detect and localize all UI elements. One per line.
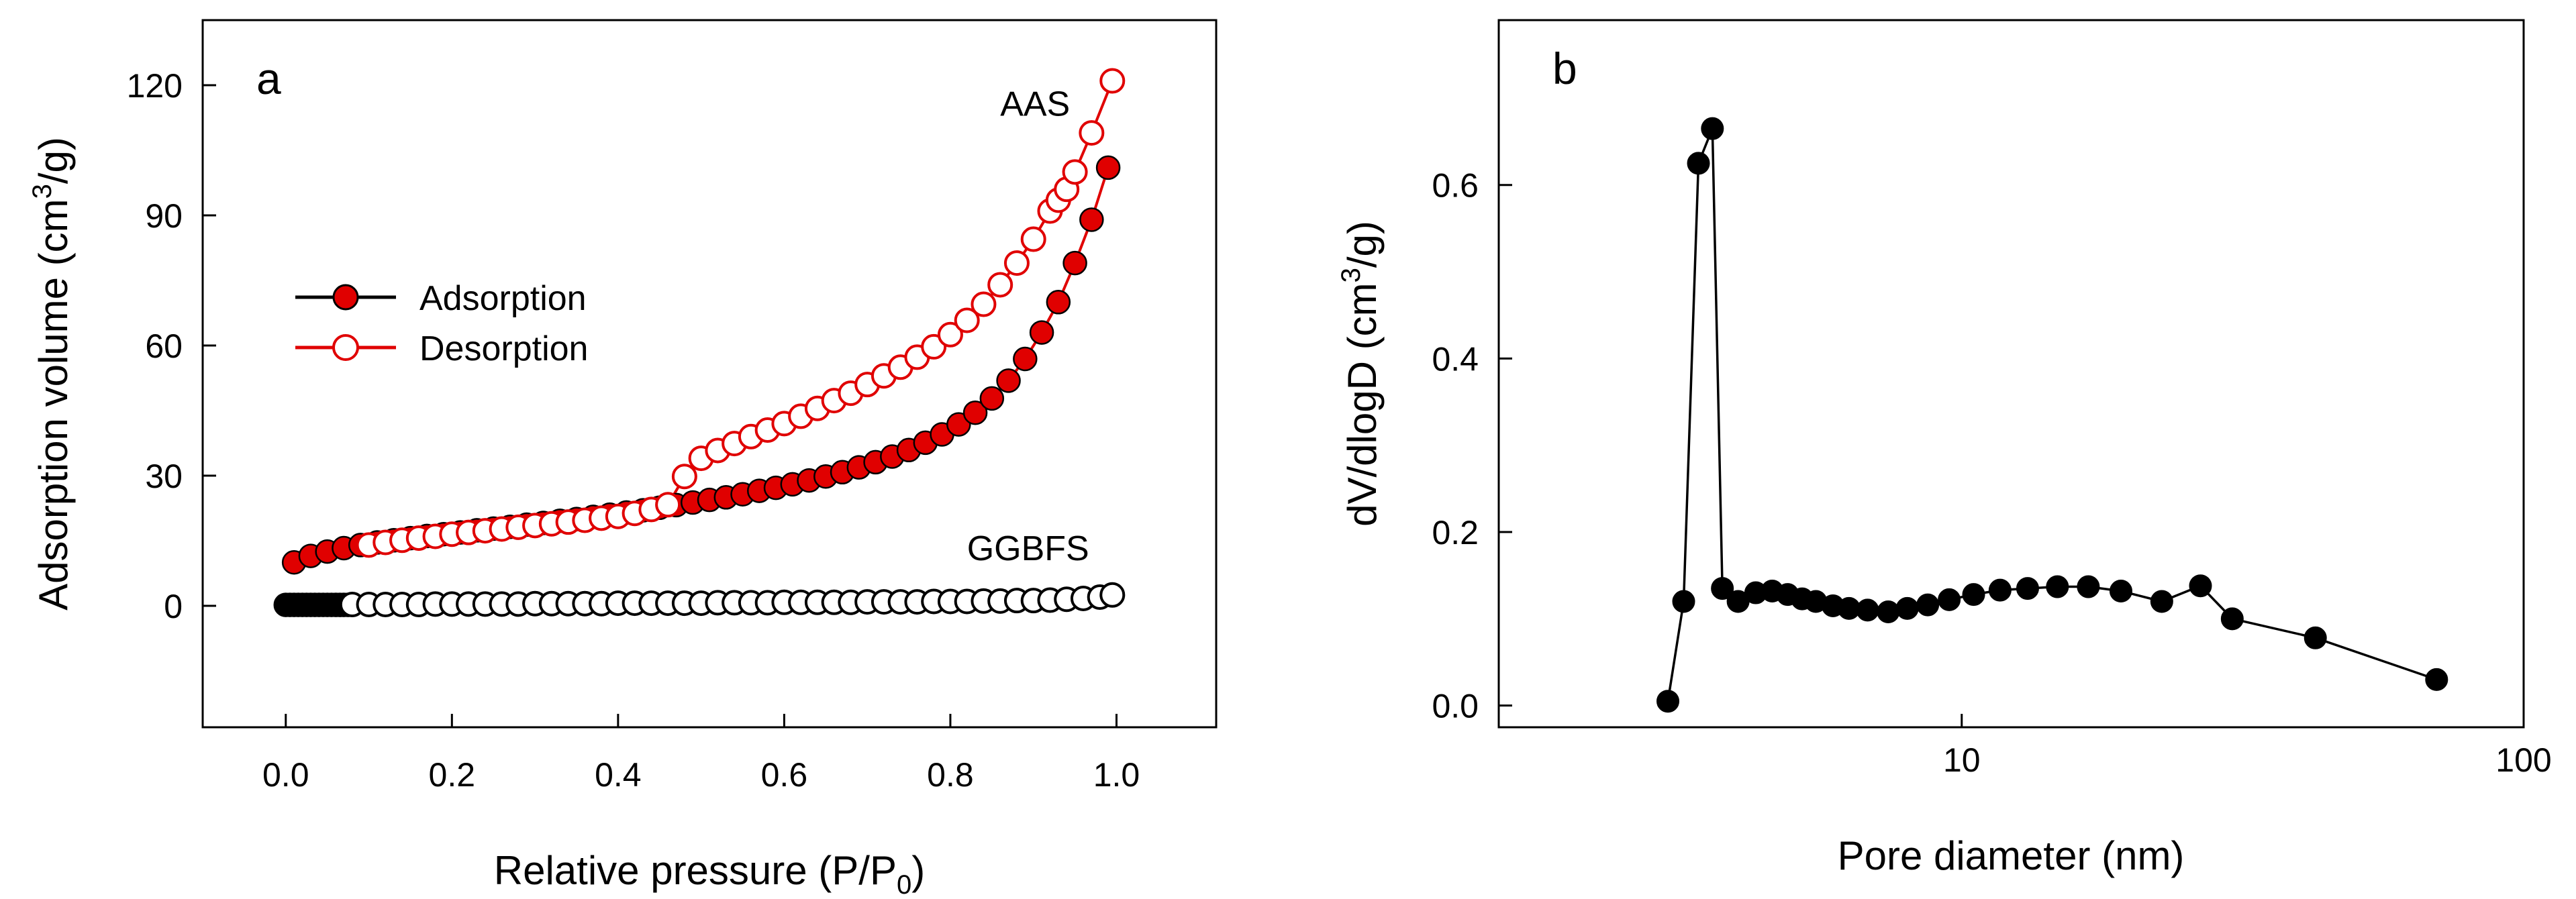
data-point-a — [1099, 68, 1126, 94]
y-tick-label-b: 0.6 — [1432, 167, 1479, 205]
data-point-b — [2046, 575, 2069, 598]
data-point-a — [671, 464, 697, 490]
data-point-a — [946, 412, 971, 437]
legend-marker-adsorption — [332, 284, 359, 311]
data-point-b — [1916, 593, 1940, 617]
panel-label-a: a — [256, 54, 281, 103]
plot-frame-b — [1497, 19, 2525, 729]
y-tick-label-b: 0.4 — [1432, 340, 1479, 378]
data-point-a — [987, 272, 1013, 298]
x-tick-label-a: 0.2 — [429, 756, 476, 794]
panel-b: 10 100 0.0 0.2 0.4 0.6 b Pore diameter (nm) d… — [1336, 19, 2552, 878]
data-point-b — [2077, 575, 2100, 598]
y-axis-title-b: dV/dlogD (cm3/g) — [1336, 221, 1385, 527]
data-point-a — [1046, 290, 1071, 315]
data-point-a — [1079, 120, 1105, 146]
data-point-b — [2303, 626, 2327, 649]
x-tick-label-b: 100 — [2495, 741, 2551, 779]
data-point-a — [979, 386, 1005, 411]
y-tick-label-a: 30 — [145, 458, 183, 495]
legend-a: Adsorption Desorption — [295, 279, 588, 368]
legend-label-desorption: Desorption — [419, 329, 588, 368]
y-tick-label-a: 60 — [145, 327, 183, 365]
plot-frame-a — [201, 19, 1218, 729]
data-point-a — [937, 321, 963, 348]
a-axes: 0.0 0.2 0.4 0.6 0.8 1.0 0 30 60 90 120 — [127, 67, 1140, 794]
x-axis-title-a: Relative pressure (P/P0) — [494, 848, 925, 899]
annotation-ggbfs: GGBFS — [967, 529, 1089, 568]
data-point-b — [2220, 607, 2244, 631]
annotation-aas: AAS — [1000, 85, 1070, 123]
data-point-a — [1003, 250, 1030, 276]
data-point-a — [962, 400, 988, 425]
y-tick-label-b: 0.2 — [1432, 514, 1479, 551]
data-point-b — [2016, 577, 2039, 600]
data-point-a — [954, 307, 980, 333]
data-point-b — [1877, 600, 1900, 623]
data-point-a — [1020, 226, 1046, 252]
data-point-b — [2425, 668, 2448, 691]
data-point-b — [2189, 574, 2212, 598]
data-point-b — [1962, 583, 1985, 606]
x-tick-label-b: 10 — [1943, 741, 1981, 779]
y-axis-title-a: Adsorption volume (cm3/g) — [28, 137, 76, 611]
data-point-b — [1672, 590, 1695, 613]
b-series — [1656, 117, 2448, 713]
y-tick-label-a: 0 — [164, 588, 183, 625]
data-point-b — [1938, 588, 1961, 611]
data-point-a — [971, 291, 997, 317]
data-point-a — [1013, 346, 1038, 372]
data-point-a — [1062, 250, 1087, 276]
data-point-b — [2109, 579, 2132, 602]
data-point-a — [655, 492, 681, 518]
data-point-a — [1062, 159, 1088, 185]
x-tick-label-a: 0.8 — [927, 756, 974, 794]
panel-a: 0.0 0.2 0.4 0.6 0.8 1.0 0 30 60 90 120 a AAS GGBFS… — [28, 19, 1218, 899]
y-tick-label-b: 0.0 — [1432, 688, 1479, 725]
legend-label-adsorption: Adsorption — [419, 279, 587, 318]
data-point-b — [1856, 598, 1879, 622]
data-point-a — [1095, 155, 1121, 180]
x-axis-title-b: Pore diameter (nm) — [1838, 833, 2185, 878]
series-line-b — [1667, 128, 2437, 702]
data-point-b — [1687, 152, 1710, 175]
data-point-a — [1099, 582, 1126, 608]
y-tick-label-a: 120 — [127, 67, 183, 105]
a-series — [273, 68, 1126, 618]
b-axes: 10 100 0.0 0.2 0.4 0.6 — [1432, 167, 2551, 779]
data-point-b — [1656, 690, 1680, 713]
x-tick-label-a: 0.6 — [761, 756, 808, 794]
data-point-b — [1895, 596, 1919, 620]
data-point-b — [1988, 578, 2012, 602]
x-tick-label-a: 0.0 — [262, 756, 309, 794]
x-tick-label-a: 0.4 — [595, 756, 642, 794]
panel-label-b: b — [1552, 44, 1577, 93]
data-point-a — [1029, 320, 1054, 345]
data-point-b — [1711, 577, 1734, 600]
data-point-b — [1701, 117, 1724, 140]
legend-marker-desorption — [332, 334, 359, 361]
y-tick-label-a: 90 — [145, 197, 183, 235]
data-point-b — [2150, 590, 2173, 613]
data-point-a — [996, 368, 1021, 393]
x-tick-label-a: 1.0 — [1093, 756, 1140, 794]
data-point-a — [1079, 207, 1104, 232]
